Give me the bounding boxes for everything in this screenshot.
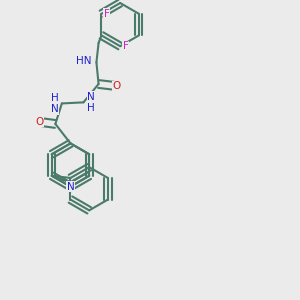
Text: N: N <box>67 182 74 192</box>
Text: H
N: H N <box>50 93 58 114</box>
Text: O: O <box>35 117 43 127</box>
Text: F: F <box>123 41 128 51</box>
Text: O: O <box>113 81 121 91</box>
Text: F: F <box>104 9 110 19</box>
Text: N
H: N H <box>87 92 95 113</box>
Text: HN: HN <box>76 56 92 66</box>
